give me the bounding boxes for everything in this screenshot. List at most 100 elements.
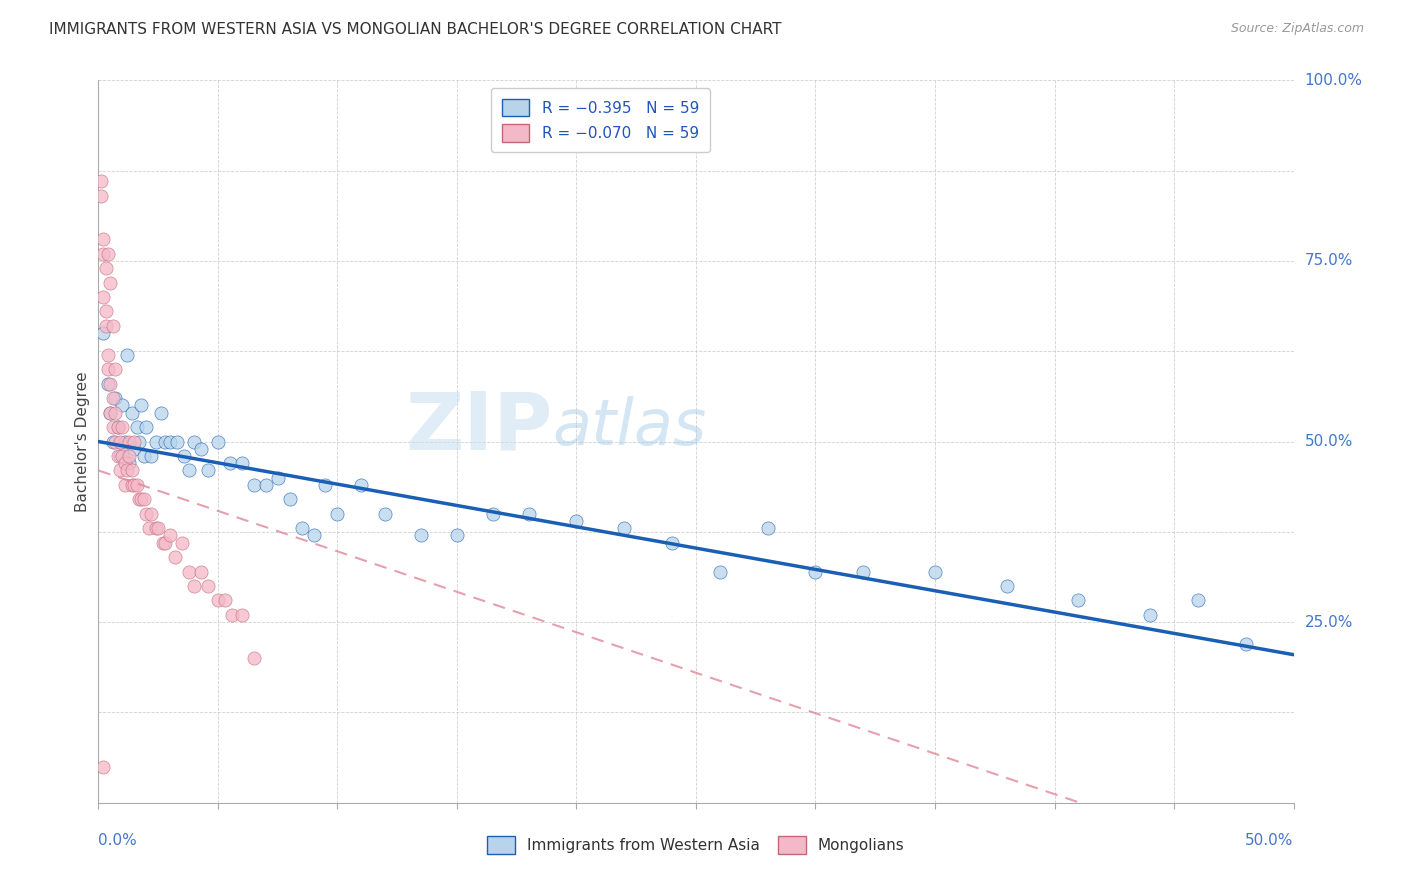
Point: [924, 565, 946, 579]
Legend: Immigrants from Western Asia, Mongolians: Immigrants from Western Asia, Mongolians: [481, 830, 911, 860]
Point: [278, 492, 301, 507]
Text: 25.0%: 25.0%: [1305, 615, 1353, 630]
Point: [101, 434, 124, 449]
Text: Source: ZipAtlas.com: Source: ZipAtlas.com: [1230, 22, 1364, 36]
Point: [104, 434, 127, 449]
Point: [326, 507, 349, 521]
Point: [183, 434, 205, 449]
Point: [125, 420, 148, 434]
Point: [155, 535, 177, 549]
Point: [291, 521, 314, 535]
Point: [207, 593, 229, 607]
Point: [139, 507, 162, 521]
Point: [183, 579, 205, 593]
Y-axis label: Bachelor's Degree: Bachelor's Degree: [75, 371, 90, 512]
Point: [108, 463, 131, 477]
Point: [231, 607, 253, 622]
Point: [114, 456, 136, 470]
Point: [197, 463, 219, 477]
Point: [114, 478, 136, 492]
Point: [108, 449, 131, 463]
Point: [97, 348, 120, 362]
Point: [104, 391, 127, 405]
Point: [98, 406, 122, 420]
Point: [214, 593, 236, 607]
Point: [446, 528, 468, 542]
Point: [98, 406, 122, 420]
Point: [104, 362, 127, 376]
Point: [179, 463, 201, 477]
Point: [173, 449, 195, 463]
Point: [98, 276, 122, 290]
Point: [114, 434, 136, 449]
Point: [124, 478, 146, 492]
Point: [267, 470, 290, 484]
Point: [852, 565, 875, 579]
Point: [101, 391, 124, 405]
Point: [152, 535, 174, 549]
Point: [517, 507, 540, 521]
Point: [172, 535, 194, 549]
Point: [111, 420, 134, 434]
Point: [350, 478, 373, 492]
Point: [145, 521, 167, 535]
Point: [101, 318, 124, 333]
Point: [91, 232, 114, 246]
Point: [115, 348, 138, 362]
Point: [243, 651, 266, 665]
Point: [124, 442, 146, 456]
Point: [139, 449, 162, 463]
Point: [197, 579, 219, 593]
Point: [97, 362, 120, 376]
Point: [132, 492, 155, 507]
Point: [91, 246, 114, 260]
Point: [315, 478, 337, 492]
Point: [481, 507, 505, 521]
Point: [121, 463, 143, 477]
Point: [159, 528, 181, 542]
Point: [108, 434, 131, 449]
Point: [97, 246, 120, 260]
Point: [207, 434, 229, 449]
Point: [111, 449, 134, 463]
Point: [121, 406, 143, 420]
Point: [1187, 593, 1209, 607]
Point: [155, 434, 177, 449]
Point: [128, 492, 150, 507]
Point: [231, 456, 253, 470]
Point: [132, 449, 155, 463]
Point: [94, 304, 117, 318]
Point: [91, 290, 114, 304]
Text: ZIP: ZIP: [405, 388, 553, 467]
Point: [135, 420, 157, 434]
Point: [374, 507, 396, 521]
Point: [411, 528, 433, 542]
Point: [166, 434, 188, 449]
Point: [124, 434, 146, 449]
Point: [613, 521, 636, 535]
Point: [125, 478, 148, 492]
Point: [995, 579, 1018, 593]
Point: [107, 420, 129, 434]
Point: [91, 760, 114, 774]
Point: [756, 521, 779, 535]
Point: [179, 565, 201, 579]
Text: atlas: atlas: [553, 396, 707, 458]
Point: [1139, 607, 1161, 622]
Point: [131, 398, 153, 412]
Point: [118, 434, 141, 449]
Point: [131, 492, 153, 507]
Point: [107, 449, 129, 463]
Point: [98, 376, 122, 391]
Point: [115, 463, 138, 477]
Point: [135, 507, 157, 521]
Point: [118, 456, 141, 470]
Point: [159, 434, 181, 449]
Point: [91, 326, 114, 340]
Point: [107, 420, 129, 434]
Point: [97, 376, 120, 391]
Point: [804, 565, 827, 579]
Point: [104, 406, 127, 420]
Point: [661, 535, 683, 549]
Point: [190, 565, 212, 579]
